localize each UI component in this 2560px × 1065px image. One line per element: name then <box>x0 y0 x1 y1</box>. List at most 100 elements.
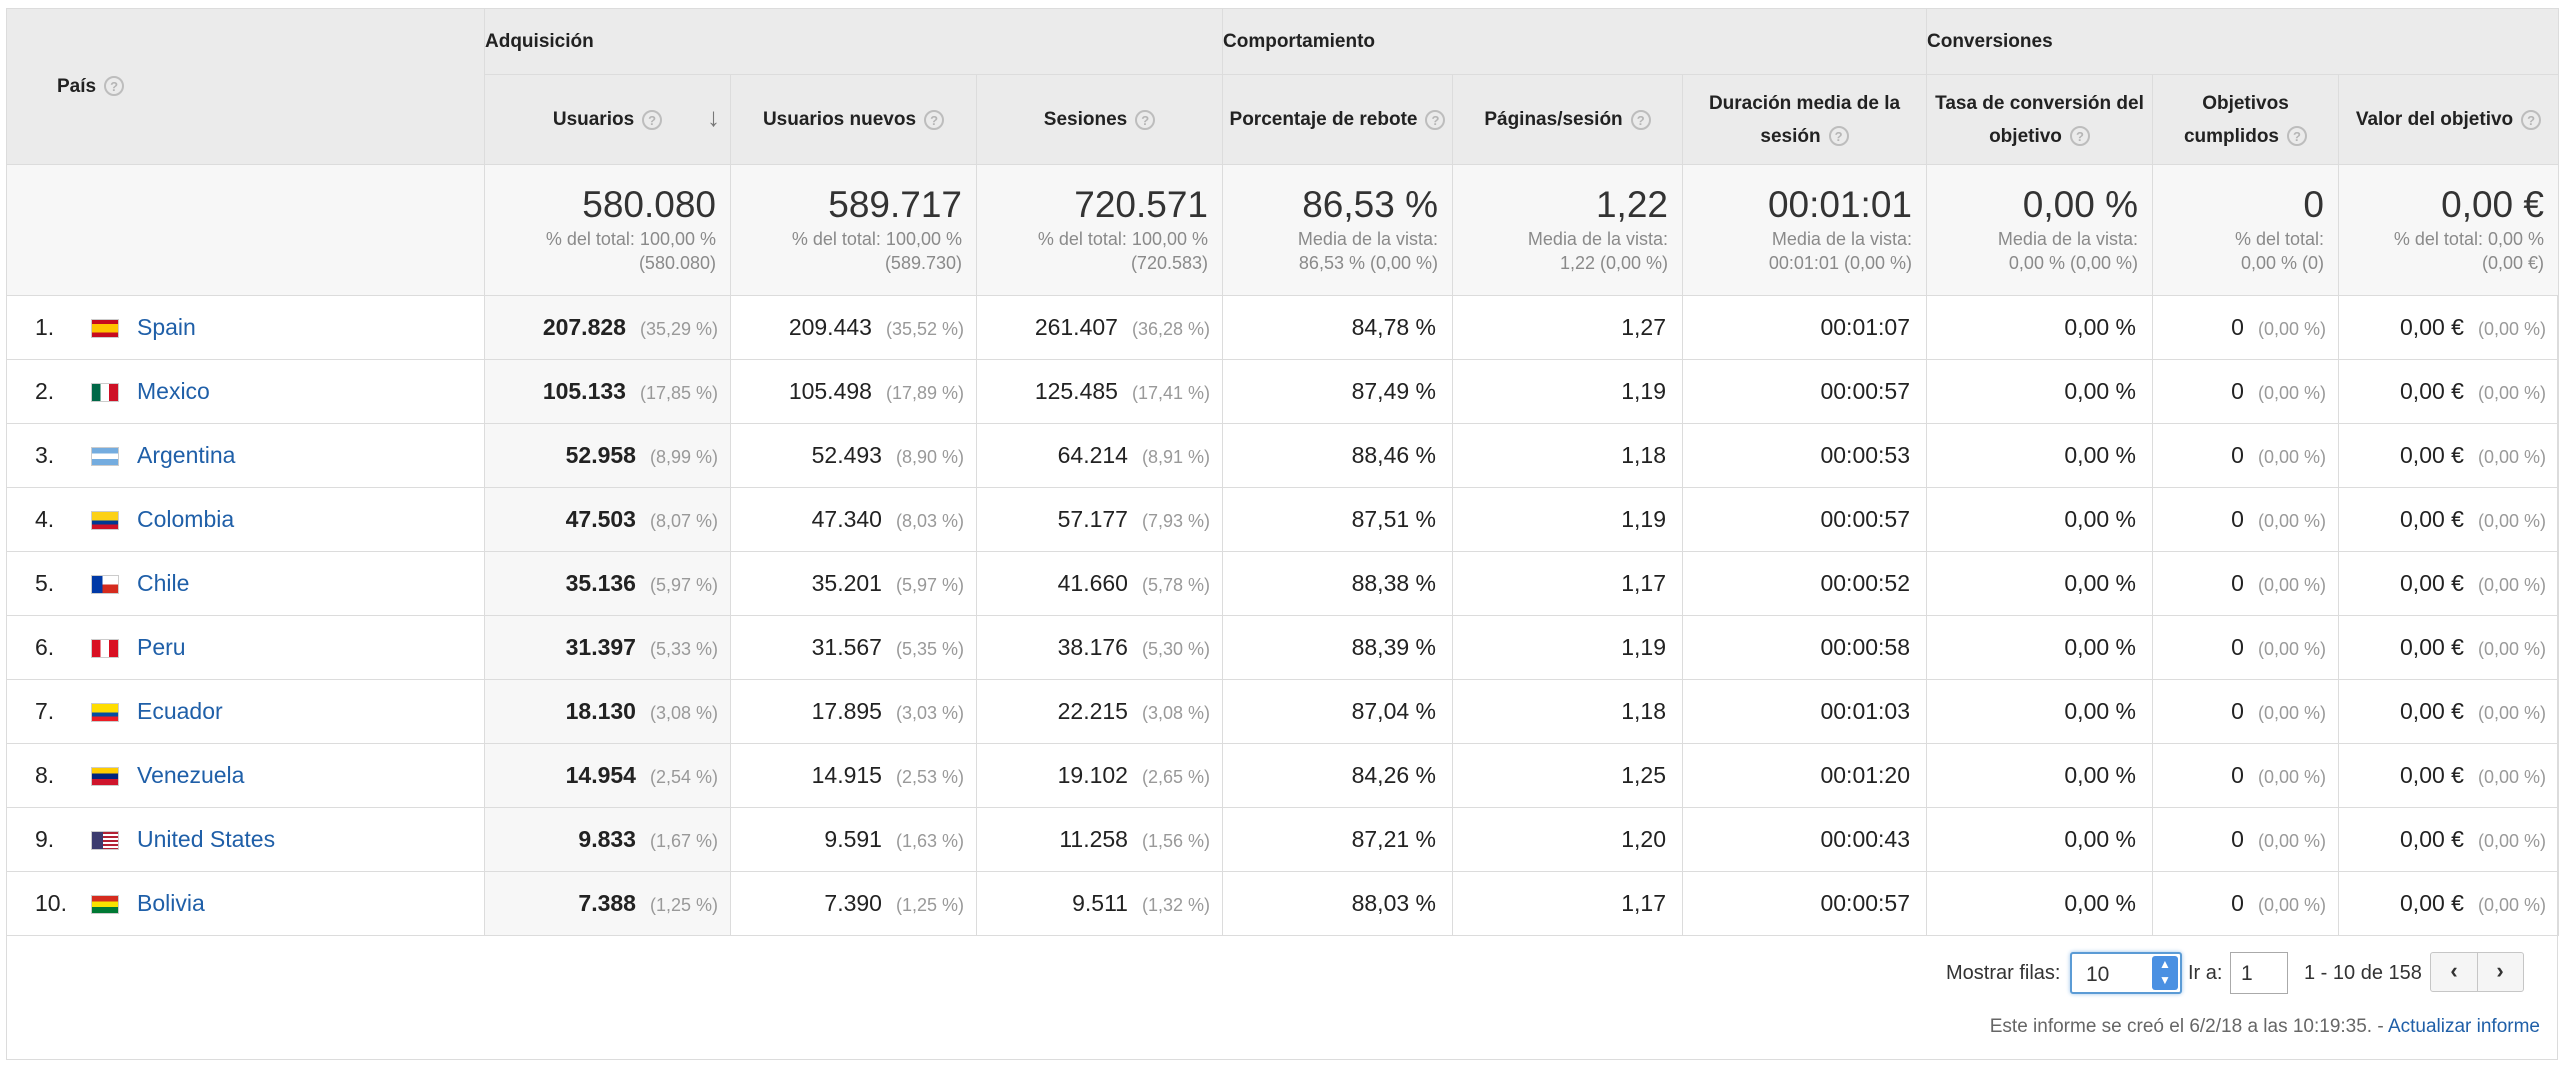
country-link[interactable]: Colombia <box>137 506 235 532</box>
flag-argentina-icon <box>91 447 119 467</box>
avg-duration-cell: 00:00:57 <box>1682 359 1927 424</box>
help-icon[interactable]: ? <box>2069 126 2090 147</box>
goal-value-cell-percent: (0,00 %) <box>2477 511 2546 531</box>
goals-completed-cell-percent: (0,00 %) <box>2257 511 2326 531</box>
goals-completed-cell: 0 (0,00 %) <box>2152 615 2339 680</box>
total-note: 1,22 (0,00 %) <box>1559 253 1668 273</box>
refresh-report-link[interactable]: Actualizar informe <box>2387 1016 2540 1037</box>
goal-value-cell-percent: (0,00 %) <box>2477 319 2546 339</box>
goals-completed-cell-percent: (0,00 %) <box>2257 319 2326 339</box>
rows-per-page-value: 10 <box>2086 963 2110 986</box>
country-cell: 7. Ecuador <box>6 679 485 744</box>
column-header-label: Sesiones <box>1043 109 1128 130</box>
total-note: 0,00 % (0,00 %) <box>2008 253 2138 273</box>
column-header-3[interactable]: Porcentaje de rebote? <box>1222 74 1453 165</box>
country-link[interactable]: Venezuela <box>137 762 245 788</box>
total-note: (580.080) <box>638 253 716 273</box>
conversion-rate-cell: 0,00 % <box>1926 871 2153 936</box>
goal-value-cell-percent: (0,00 %) <box>2477 767 2546 787</box>
pages-per-session-cell: 1,19 <box>1452 615 1683 680</box>
users-cell: 7.388 (1,25 %) <box>484 871 731 936</box>
column-header-4[interactable]: Páginas/sesión? <box>1452 74 1683 165</box>
help-icon[interactable]: ? <box>2521 109 2542 130</box>
row-index: 2. <box>35 378 55 404</box>
prev-page-button[interactable]: ‹ <box>2431 953 2478 991</box>
conversion-rate-cell: 0,00 % <box>1926 807 2153 872</box>
sort-desc-icon[interactable]: ↓ <box>707 102 720 132</box>
column-header-2[interactable]: Sesiones? <box>976 74 1223 165</box>
pages-per-session-cell: 1,18 <box>1452 423 1683 488</box>
new-users-cell-percent: (1,63 %) <box>895 831 964 851</box>
help-icon[interactable]: ? <box>2287 126 2307 147</box>
goal-value-cell-value: 0,00 € <box>2400 506 2464 532</box>
table-row: 7. Ecuador 18.130 (3,08 %) 17.895 (3,03 %) 22.… <box>6 679 2559 744</box>
total-value: 1,22 <box>1595 184 1668 225</box>
total-value: 00:01:01 <box>1767 184 1912 225</box>
row-index: 4. <box>35 506 55 532</box>
users-cell-percent: (8,07 %) <box>649 511 718 531</box>
total-value: 0,00 % <box>2022 184 2138 225</box>
column-header-6[interactable]: Tasa de conversión del objetivo? <box>1926 74 2153 165</box>
help-icon[interactable]: ? <box>642 109 663 130</box>
new-users-cell: 14.915 (2,53 %) <box>730 743 977 808</box>
column-header-label: Usuarios <box>552 109 635 130</box>
help-icon[interactable]: ? <box>924 109 945 130</box>
sessions-cell-percent: (3,08 %) <box>1141 703 1210 723</box>
column-header-8[interactable]: Valor del objetivo? <box>2338 74 2559 165</box>
country-link[interactable]: Mexico <box>137 378 210 404</box>
select-spinner-icon: ▲ ▼ <box>2152 956 2178 990</box>
table-row: 5. Chile 35.136 (5,97 %) 35.201 (5,97 %) 41.66… <box>6 551 2559 616</box>
goals-completed-cell-percent: (0,00 %) <box>2257 639 2326 659</box>
goal-value-cell: 0,00 € (0,00 %) <box>2338 295 2559 360</box>
pages-per-session-cell: 1,17 <box>1452 551 1683 616</box>
goals-completed-cell-value: 0 <box>2231 762 2244 788</box>
total-cell: 589.717 % del total: 100,00 % (589.730) <box>730 164 977 296</box>
row-index: 7. <box>35 698 55 724</box>
new-users-cell-value: 52.493 <box>811 442 882 468</box>
country-link[interactable]: Bolivia <box>137 890 205 916</box>
country-link[interactable]: Chile <box>137 570 190 596</box>
help-icon[interactable]: ? <box>1135 109 1156 130</box>
goals-completed-cell-value: 0 <box>2231 890 2244 916</box>
next-page-button[interactable]: › <box>2496 958 2504 983</box>
country-link[interactable]: Ecuador <box>137 698 223 724</box>
country-link[interactable]: Peru <box>137 634 186 660</box>
flag-peru-icon <box>91 639 119 659</box>
column-header-1[interactable]: Usuarios nuevos? <box>730 74 977 165</box>
header-pais[interactable]: País? <box>6 8 485 165</box>
goal-value-cell: 0,00 € (0,00 %) <box>2338 679 2559 744</box>
new-users-cell-percent: (1,25 %) <box>895 895 964 915</box>
bounce-rate-cell: 87,49 % <box>1222 359 1453 424</box>
column-header-7[interactable]: Objetivos cumplidos? <box>2152 74 2339 165</box>
total-note: Media de la vista: <box>1997 229 2138 249</box>
users-cell-percent: (5,97 %) <box>649 575 718 595</box>
conversion-rate-cell: 0,00 % <box>1926 423 2153 488</box>
pages-per-session-cell: 1,25 <box>1452 743 1683 808</box>
help-icon[interactable]: ? <box>104 76 125 97</box>
column-header-5[interactable]: Duración media de la sesión? <box>1682 74 1927 165</box>
sessions-cell-percent: (36,28 %) <box>1131 319 1210 339</box>
help-icon[interactable]: ? <box>1828 126 1849 147</box>
new-users-cell-percent: (8,03 %) <box>895 511 964 531</box>
flag-ecuador-icon <box>91 703 119 723</box>
goto-page-input[interactable]: 1 <box>2230 952 2288 994</box>
country-link[interactable]: Spain <box>137 314 196 340</box>
country-cell: 6. Peru <box>6 615 485 680</box>
help-icon[interactable]: ? <box>1630 109 1651 130</box>
goal-value-cell-value: 0,00 € <box>2400 698 2464 724</box>
goal-value-cell-value: 0,00 € <box>2400 890 2464 916</box>
column-header-0[interactable]: Usuarios? ↓ <box>484 74 731 165</box>
pages-per-session-cell: 1,20 <box>1452 807 1683 872</box>
users-cell-value: 207.828 <box>542 314 626 340</box>
column-header-label: Porcentaje de rebote <box>1229 109 1418 130</box>
new-users-cell-percent: (35,52 %) <box>885 319 964 339</box>
goal-value-cell-percent: (0,00 %) <box>2477 895 2546 915</box>
rows-per-page-select[interactable]: 10 ▲ ▼ <box>2070 952 2182 994</box>
group-header-conversiones: Conversiones <box>1926 8 2559 75</box>
goal-value-cell: 0,00 € (0,00 %) <box>2338 423 2559 488</box>
goal-value-cell-value: 0,00 € <box>2400 762 2464 788</box>
country-link[interactable]: Argentina <box>137 442 236 468</box>
help-icon[interactable]: ? <box>1425 109 1446 130</box>
sessions-cell-percent: (5,30 %) <box>1141 639 1210 659</box>
country-link[interactable]: United States <box>137 826 276 852</box>
